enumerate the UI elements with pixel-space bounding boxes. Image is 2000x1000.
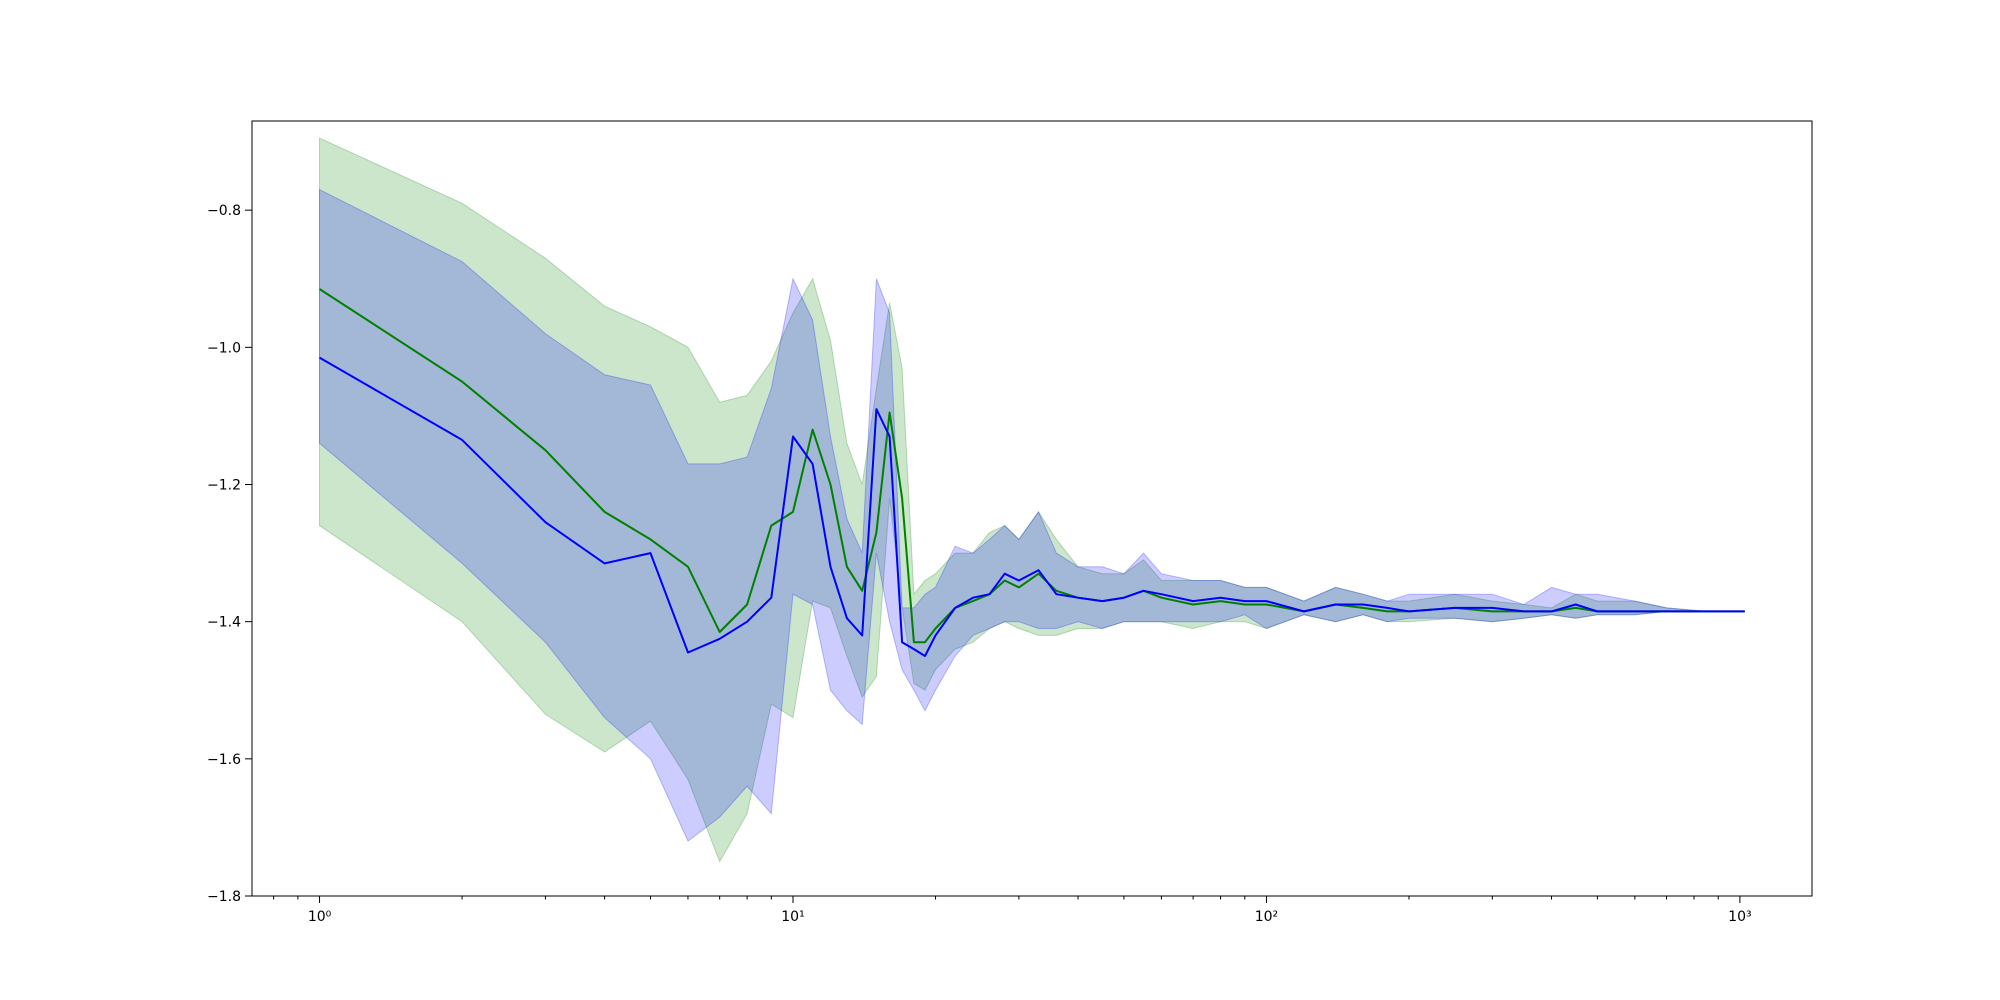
x-tick-label: 10³ [1728, 909, 1751, 925]
plot-frame [251, 120, 1813, 897]
y-tick-label: −0.8 [207, 203, 241, 219]
y-tick-label: −1.8 [207, 889, 241, 905]
y-tick-label: −1.2 [207, 477, 241, 493]
y-tick-label: −1.6 [207, 752, 241, 768]
y-tick-label: −1.0 [207, 340, 241, 356]
x-tick-label: 10¹ [781, 909, 804, 925]
y-tick-label: −1.4 [207, 615, 241, 631]
y-axis: −0.8 −1.0 −1.2 −1.4 −1.6 −1.8 [207, 203, 252, 905]
x-axis: 10⁰ 10¹ 10² 10³ [273, 896, 1752, 925]
series-1-line [318, 288, 1745, 644]
x-tick-label: 10⁰ [308, 909, 332, 925]
confidence-bands [319, 137, 1745, 863]
series-lines [318, 288, 1745, 657]
series-2-line [319, 356, 1745, 657]
x-tick-label: 10² [1255, 909, 1278, 925]
